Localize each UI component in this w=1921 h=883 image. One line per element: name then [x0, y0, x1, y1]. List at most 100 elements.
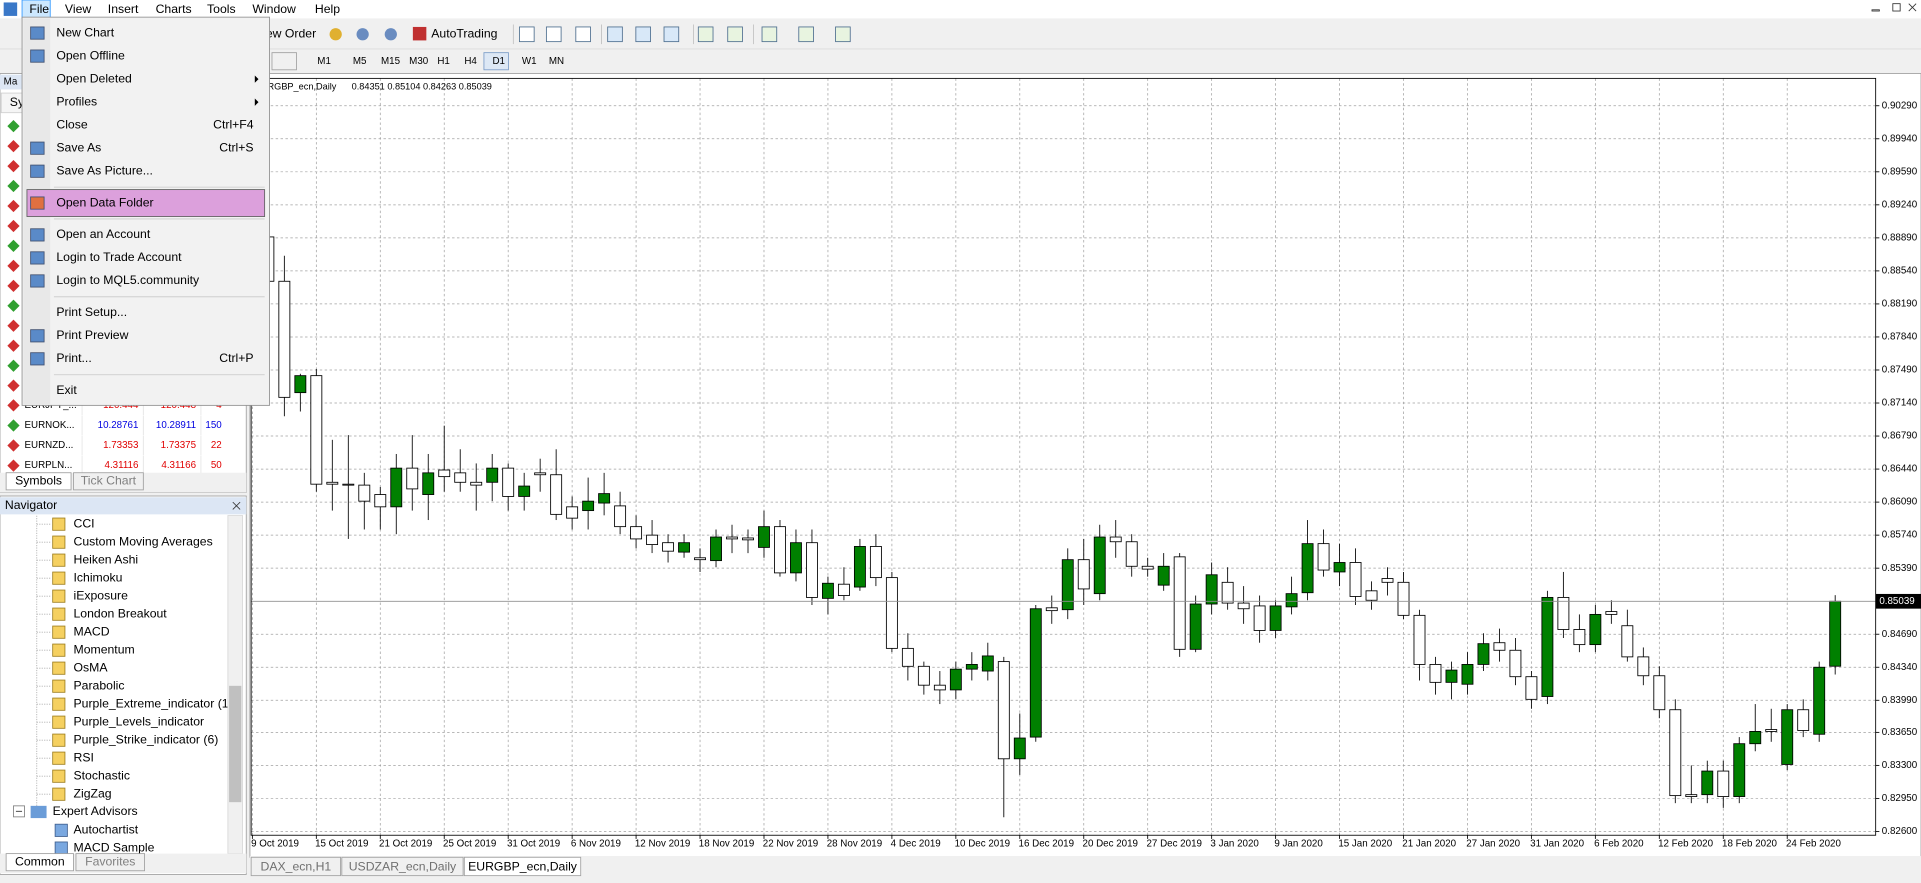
menu-item[interactable]: Save As	[56, 140, 101, 154]
toolbar-icon[interactable]	[663, 26, 680, 43]
indicator-item[interactable]: Parabolic	[74, 678, 125, 692]
new-order-button[interactable]: ew Order	[266, 27, 316, 41]
timeframe-button[interactable]: M1	[317, 56, 331, 67]
timeframe-button[interactable]: MN	[549, 56, 564, 67]
toolbar-icon[interactable]	[575, 26, 591, 43]
tab[interactable]	[5, 472, 72, 491]
indicator-item[interactable]: London Breakout	[74, 606, 168, 620]
menu-item[interactable]: Window	[252, 2, 296, 16]
menu-item[interactable]: New Chart	[56, 25, 114, 39]
toolbar-icon[interactable]	[607, 26, 623, 43]
menu-item[interactable]: Charts	[156, 2, 192, 16]
candle-body	[949, 668, 962, 691]
menu-item[interactable]: Save As Picture...	[56, 163, 153, 177]
autotrading-button[interactable]: AutoTrading	[431, 27, 497, 41]
candle-body	[1493, 642, 1506, 651]
menu-item[interactable]: Login to MQL5.community	[56, 273, 200, 287]
menu-item[interactable]: Print Setup...	[56, 305, 127, 319]
tab-label[interactable]: Tick Chart	[81, 474, 137, 488]
market-watch-row[interactable]	[1, 435, 244, 456]
y-tick-label: 0.87490	[1882, 365, 1918, 376]
indicator-item[interactable]: CCI	[74, 516, 95, 530]
expert-item[interactable]: Autochartist	[74, 823, 139, 837]
indicator-icon	[52, 625, 66, 639]
toolbar-icon[interactable]	[271, 52, 297, 71]
indicator-item[interactable]: Purple_Levels_indicator	[74, 714, 205, 728]
indicator-item[interactable]: ZigZag	[74, 786, 112, 800]
expert-advisors-folder[interactable]: Expert Advisors	[53, 804, 138, 818]
timeframe-button[interactable]: M30	[409, 56, 429, 67]
menu-item[interactable]: Open Deleted	[56, 71, 132, 85]
indicator-item[interactable]: Stochastic	[74, 768, 130, 782]
toolbar-icon[interactable]	[545, 26, 562, 43]
timeframe-button[interactable]: W1	[522, 56, 537, 67]
scrollbar-thumb[interactable]	[229, 685, 242, 803]
x-tick-label: 24 Feb 2020	[1786, 838, 1841, 849]
expert-item[interactable]: MACD Sample	[74, 840, 155, 854]
chart-tab-label[interactable]: EURGBP_ecn,Daily	[468, 859, 578, 873]
indicator-item[interactable]: Purple_Extreme_indicator (1)	[74, 696, 233, 710]
toolbar-icon[interactable]	[761, 26, 778, 43]
indicator-item[interactable]: iExposure	[74, 588, 129, 602]
toolbar-icon[interactable]	[519, 26, 535, 43]
menu-item[interactable]: Insert	[108, 2, 139, 16]
menu-item[interactable]: File	[29, 2, 49, 16]
chart-tab[interactable]	[341, 856, 464, 877]
indicator-item[interactable]: Custom Moving Averages	[74, 534, 213, 548]
toolbar-icon[interactable]	[835, 26, 851, 43]
menu-item[interactable]: Help	[315, 2, 340, 16]
menu-item[interactable]: Profiles	[56, 94, 97, 108]
candle-body	[1317, 543, 1330, 571]
timeframe-button[interactable]: D1	[493, 56, 506, 67]
timeframe-button[interactable]: H4	[464, 56, 477, 67]
toolbar-icon[interactable]	[329, 28, 342, 41]
timeframe-button[interactable]: M5	[353, 56, 367, 67]
menu-item[interactable]: Open Offline	[56, 48, 125, 62]
indicator-item[interactable]: Heiken Ashi	[74, 552, 139, 566]
y-tick-label: 0.88540	[1882, 265, 1918, 276]
menu-highlight[interactable]	[26, 189, 266, 217]
menu-item[interactable]: Print...	[56, 351, 91, 365]
chart-tab[interactable]	[250, 856, 342, 877]
toolbar-icon[interactable]	[727, 26, 743, 43]
indicator-item[interactable]: OsMA	[74, 660, 109, 674]
menu-item[interactable]: Print Preview	[56, 328, 128, 342]
toolbar-icon[interactable]	[697, 26, 714, 43]
indicator-item[interactable]: MACD	[74, 624, 110, 638]
toolbar-icon[interactable]	[635, 26, 651, 43]
market-watch-row[interactable]	[1, 415, 244, 436]
indicator-item[interactable]: RSI	[74, 750, 94, 764]
menu-item[interactable]: Exit	[56, 383, 77, 397]
toolbar-icon[interactable]	[384, 28, 397, 41]
indicator-item[interactable]: Ichimoku	[74, 570, 123, 584]
tab-label[interactable]: Favorites	[85, 854, 135, 868]
candle-body	[1157, 565, 1170, 586]
indicator-item[interactable]: Momentum	[74, 642, 135, 656]
indicator-item[interactable]: Purple_Strike_indicator (6)	[74, 732, 219, 746]
window-button[interactable]	[1871, 9, 1880, 12]
tab[interactable]	[5, 853, 74, 872]
menu-item[interactable]: Open an Account	[56, 227, 150, 241]
candle-body	[821, 582, 834, 599]
price-marker-label: 0.85039	[1879, 596, 1914, 607]
menu-item[interactable]: Close	[56, 117, 87, 131]
menu-item[interactable]: View	[65, 2, 91, 16]
tab[interactable]	[73, 472, 144, 491]
toolbar-icon[interactable]	[356, 28, 369, 41]
timeframe-button[interactable]: H1	[437, 56, 450, 67]
tab[interactable]	[75, 853, 145, 872]
toolbar-icon[interactable]	[798, 26, 814, 43]
timeframe-button[interactable]: M15	[381, 56, 401, 67]
chart-tab-label[interactable]: USDZAR_ecn,Daily	[349, 859, 457, 873]
menu-item[interactable]: Login to Trade Account	[56, 250, 182, 264]
chart-tab[interactable]	[463, 856, 582, 877]
window-button[interactable]	[1892, 3, 1901, 12]
menu-item[interactable]: Tools	[207, 2, 236, 16]
tab-label[interactable]: Common	[15, 854, 65, 868]
ask-price: 10.28911	[156, 420, 196, 431]
chart-tab-label[interactable]: DAX_ecn,H1	[260, 859, 331, 873]
menu-item[interactable]: Open Data Folder	[56, 195, 153, 209]
market-watch-row[interactable]	[1, 455, 244, 476]
tab-label[interactable]: Symbols	[15, 474, 62, 488]
autotrading-icon[interactable]	[412, 26, 427, 41]
